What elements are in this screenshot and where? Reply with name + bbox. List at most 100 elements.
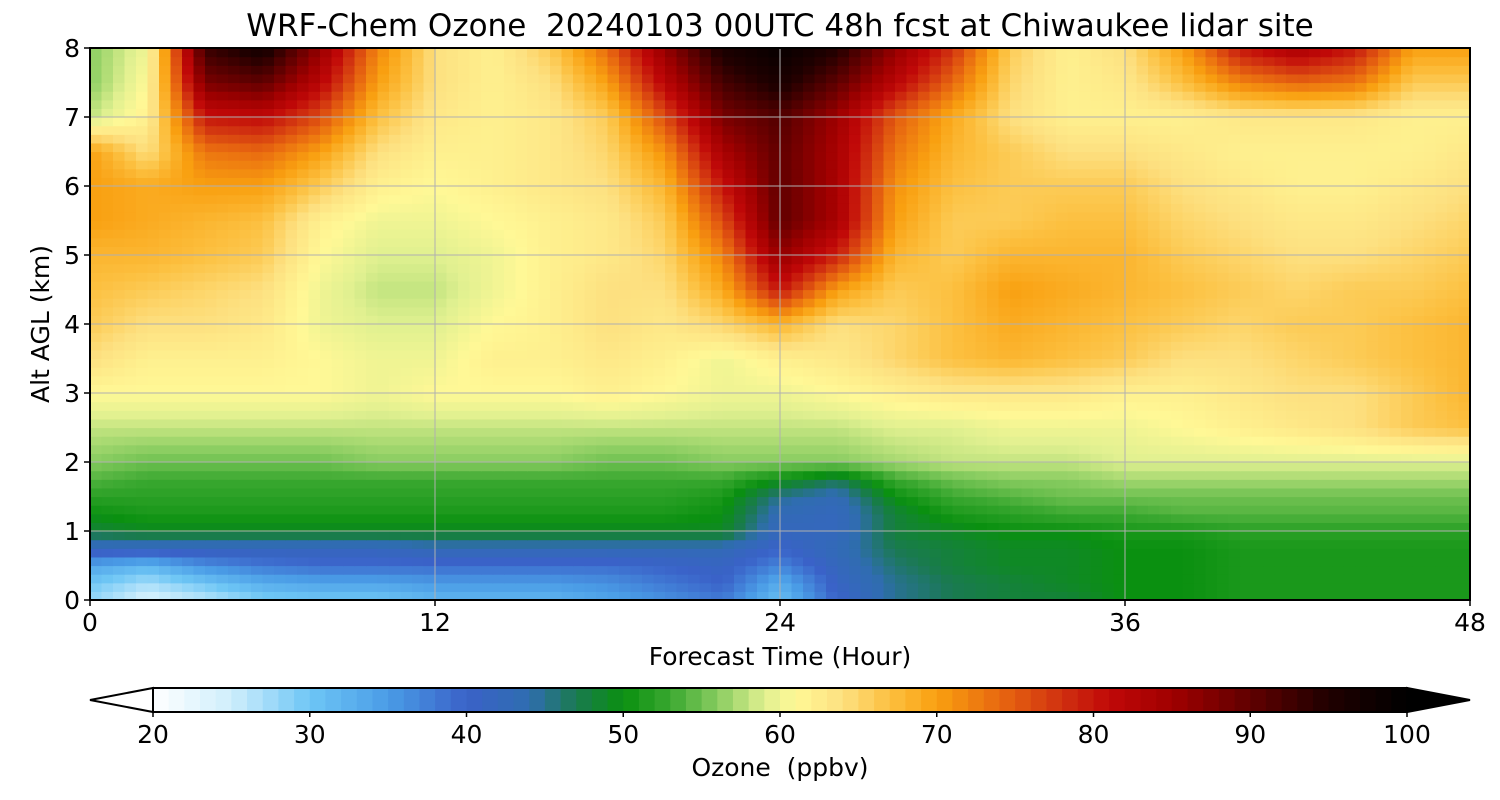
heat-cell — [1435, 505, 1448, 515]
heat-cell — [941, 349, 954, 360]
heat-cell — [1217, 255, 1230, 265]
heat-cell — [964, 462, 977, 472]
heat-cell — [90, 246, 103, 256]
heat-cell — [619, 436, 632, 446]
heat-cell — [584, 246, 597, 256]
heat-cell — [676, 375, 689, 385]
heat-cell — [688, 556, 701, 567]
heat-cell — [1366, 410, 1379, 420]
heat-cell — [205, 582, 218, 592]
heat-cell — [837, 522, 850, 532]
heat-cell — [113, 531, 126, 541]
heat-cell — [734, 367, 747, 377]
heat-cell — [1424, 401, 1437, 411]
heat-cell — [1263, 574, 1276, 584]
heat-cell — [1079, 444, 1092, 454]
heat-cell — [262, 479, 275, 489]
heat-cell — [1240, 298, 1253, 308]
heat-cell — [136, 246, 149, 256]
heat-cell — [964, 410, 977, 420]
heat-cell — [1021, 306, 1034, 316]
heat-cell — [550, 556, 563, 567]
heat-cell — [159, 505, 172, 515]
heat-cell — [1366, 272, 1379, 282]
heat-cell — [757, 306, 770, 316]
heat-cell — [527, 505, 540, 515]
heat-cell — [1424, 332, 1437, 342]
heat-cell — [630, 505, 643, 515]
heat-cell — [791, 479, 804, 489]
heat-cell — [941, 539, 954, 549]
heat-cell — [343, 401, 356, 411]
heat-cell — [297, 324, 310, 334]
heat-cell — [699, 272, 712, 282]
heat-cell — [481, 332, 494, 342]
heat-cell — [561, 315, 574, 325]
heat-cell — [1240, 539, 1253, 549]
heat-cell — [239, 280, 252, 291]
heat-cell — [607, 246, 620, 256]
heat-cell — [906, 324, 919, 334]
heat-cell — [124, 255, 137, 265]
heat-cell — [1182, 341, 1195, 351]
heat-cell — [1194, 272, 1207, 282]
heat-cell — [423, 375, 436, 385]
heat-cell — [941, 367, 954, 377]
heat-cell — [1113, 324, 1126, 334]
heat-cell — [377, 384, 390, 394]
heat-cell — [113, 513, 126, 523]
heat-cell — [1458, 531, 1470, 541]
heat-cell — [757, 384, 770, 394]
heat-cell — [1136, 332, 1149, 342]
heat-cell — [1297, 418, 1310, 429]
heat-cell — [251, 358, 264, 368]
heat-cell — [1113, 487, 1126, 498]
heat-cell — [1136, 505, 1149, 515]
heat-cell — [1286, 410, 1299, 420]
heat-cell — [1412, 246, 1425, 256]
heat-cell — [170, 427, 183, 437]
heat-cell — [320, 453, 333, 463]
heat-cell — [515, 375, 528, 385]
heat-cell — [1159, 436, 1172, 446]
heat-cell — [124, 531, 137, 541]
heat-cell — [584, 591, 597, 600]
heat-cell — [1435, 453, 1448, 463]
heat-cell — [1182, 462, 1195, 472]
heat-cell — [895, 298, 908, 308]
heat-cell — [1435, 470, 1448, 480]
heat-cell — [354, 272, 367, 282]
heat-cell — [285, 358, 298, 368]
heat-cell — [216, 349, 229, 360]
heat-cell — [1228, 470, 1241, 480]
heat-cell — [193, 246, 206, 256]
heat-cell — [895, 358, 908, 368]
heat-cell — [1286, 479, 1299, 489]
heat-cell — [1033, 384, 1046, 394]
heat-cell — [1332, 470, 1345, 480]
heat-cell — [1251, 401, 1264, 411]
heat-cell — [998, 470, 1011, 480]
heat-cell — [964, 272, 977, 282]
heat-cell — [803, 315, 816, 325]
heat-cell — [676, 324, 689, 334]
heat-cell — [1136, 436, 1149, 446]
heat-cell — [1228, 358, 1241, 368]
heat-cell — [1332, 393, 1345, 403]
heat-cell — [412, 280, 425, 291]
heat-cell — [1113, 479, 1126, 489]
heat-cell — [1274, 453, 1287, 463]
heat-cell — [274, 453, 287, 463]
heat-cell — [423, 565, 436, 575]
heat-cell — [711, 237, 724, 247]
heat-cell — [285, 479, 298, 489]
heat-cell — [504, 479, 517, 489]
heat-cell — [538, 237, 551, 247]
heat-cell — [285, 349, 298, 360]
heat-cell — [538, 315, 551, 325]
heat-cell — [768, 582, 781, 592]
heat-cell — [1458, 332, 1470, 342]
heat-cell — [630, 427, 643, 437]
heat-cell — [274, 237, 287, 247]
heat-cell — [757, 470, 770, 480]
